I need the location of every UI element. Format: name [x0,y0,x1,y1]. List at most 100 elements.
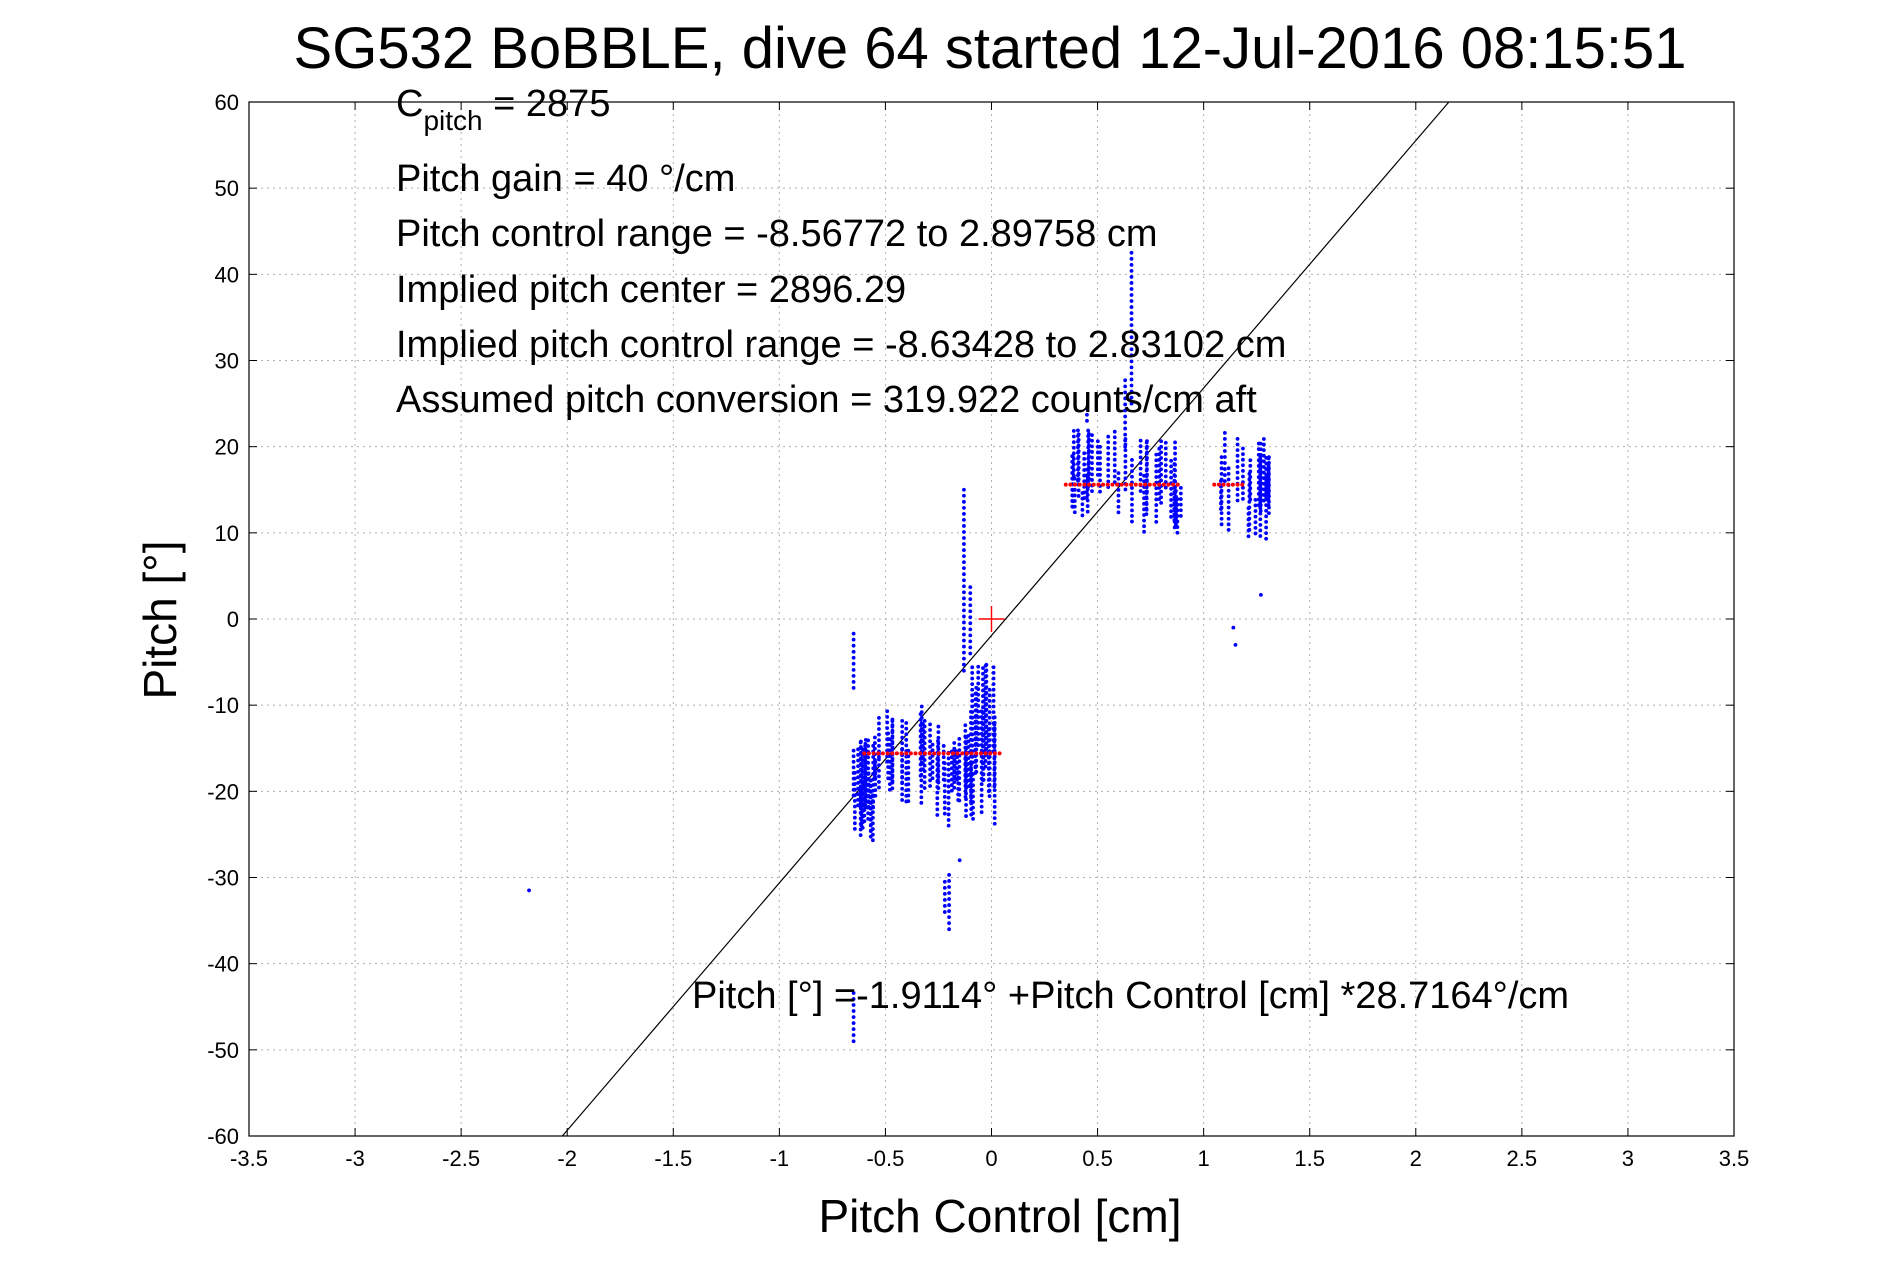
observed-point [971,777,975,782]
observed-point [974,769,979,774]
fit-marker-point [1161,482,1166,487]
observed-point [1145,450,1149,455]
observed-point [921,744,925,749]
observed-point [852,793,857,798]
observed-point [974,725,979,729]
observed-point [851,1033,856,1038]
observed-point [1071,434,1076,439]
observed-point [1222,461,1227,465]
observed-point [860,825,865,830]
observed-point [1267,511,1271,516]
observed-point [1261,448,1266,453]
observed-point [1129,256,1134,261]
observed-point [1085,487,1090,492]
observed-point [987,687,992,692]
observed-point [1123,432,1128,437]
y-tick-label: 20 [215,435,239,460]
observed-point [983,742,988,747]
observed-point [1235,459,1240,464]
observed-point [1076,473,1080,478]
fit-marker-point [1119,482,1124,487]
observed-point [1241,474,1245,479]
observed-point [1123,459,1128,464]
observed-point [1129,293,1134,297]
fit-marker-point [983,751,988,756]
observed-point [859,789,863,794]
observed-point [928,784,932,788]
observed-point [1248,486,1253,491]
observed-point [873,763,877,768]
observed-point [852,804,857,809]
observed-point [890,747,895,752]
observed-point [1090,433,1094,438]
observed-point [976,676,981,680]
observed-point [1267,500,1271,504]
observed-point [946,778,951,783]
fit-marker-point [964,751,969,756]
fit-marker-point [1171,482,1176,487]
observed-point [970,671,975,675]
observed-point [1258,461,1263,466]
fit-marker-point [1077,482,1082,487]
observed-point [885,726,890,730]
observed-point [1130,491,1134,496]
fit-marker-point [1133,482,1138,487]
observed-point [1222,443,1227,447]
observed-point [947,903,951,907]
observed-point [1090,466,1094,471]
x-tick-label: 0 [985,1146,997,1171]
observed-point [930,742,935,747]
observed-point [1087,443,1091,448]
observed-point [1082,496,1087,500]
observed-point [962,499,966,504]
observed-point [1178,508,1183,513]
observed-point [947,891,951,895]
observed-point [936,758,941,763]
observed-point [859,767,863,772]
observed-point [946,823,951,828]
observed-point [1258,478,1263,482]
fit-marker-point [904,751,909,756]
observed-point [930,748,935,753]
observed-point [1154,514,1159,519]
fit-marker-point [866,751,871,756]
observed-point [1219,494,1224,499]
observed-point [859,778,863,783]
observed-point [870,827,875,831]
observed-point [1163,474,1168,479]
plot-frame [248,101,1735,1137]
observed-point [1266,484,1271,489]
observed-point [890,730,895,735]
observed-point [942,891,947,896]
observed-point [1070,471,1075,475]
observed-point [968,645,973,650]
observed-point [1112,452,1117,457]
observed-point [1258,472,1263,477]
observed-point [1082,451,1087,456]
fit-marker-point [862,751,867,756]
observed-point [919,772,924,777]
fit-marker-point [918,751,923,756]
observed-point [928,772,932,777]
observed-point [1178,491,1183,496]
observed-point [928,733,932,738]
observed-point [886,765,891,769]
observed-point [1163,468,1168,473]
observed-point [936,763,941,768]
observed-point [1129,359,1134,364]
observed-point [1076,478,1080,483]
observed-point [1082,462,1087,467]
observed-point [962,608,966,613]
observed-point [1241,497,1245,501]
observed-point [851,673,856,678]
observed-point [970,743,975,748]
observed-point [1090,478,1094,482]
fit-marker-point [890,751,895,756]
observed-point [921,728,925,732]
annotations: Cpitch = 2875 Pitch gain = 40 °/cm Pitch… [396,83,1569,1017]
observed-point [991,693,996,698]
observed-point [1258,455,1263,460]
observed-point [991,676,996,681]
observed-point [1142,501,1146,506]
observed-point [1112,457,1117,462]
